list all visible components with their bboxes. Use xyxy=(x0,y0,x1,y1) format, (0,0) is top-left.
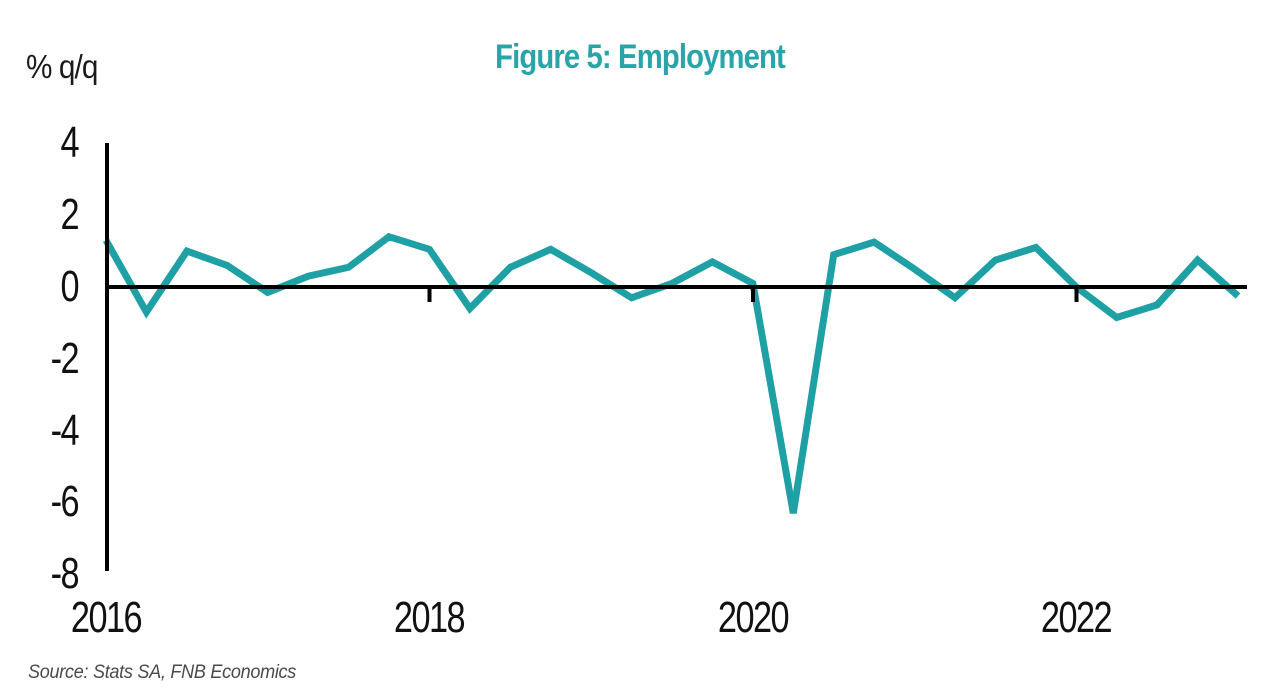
y-axis-unit-label: % q/q xyxy=(26,48,98,85)
y-tick-label: -4 xyxy=(50,405,80,455)
y-tick-label: 2 xyxy=(60,190,79,240)
source-note: Source: Stats SA, FNB Economics xyxy=(28,662,297,683)
y-tick-label: -8 xyxy=(50,549,80,599)
y-tick-label: 4 xyxy=(60,118,79,168)
employment-line-series xyxy=(102,232,1241,514)
x-tick-label: 2020 xyxy=(717,593,790,642)
y-tick-label: -6 xyxy=(50,477,80,527)
x-tick-label: 2018 xyxy=(394,593,466,642)
y-tick-label: 0 xyxy=(60,262,79,311)
axes xyxy=(105,143,1247,571)
chart-title: Figure 5: Employment xyxy=(495,38,786,76)
x-tick-label: 2022 xyxy=(1041,593,1113,642)
y-tick-label: -2 xyxy=(50,333,80,383)
x-tick-label: 2016 xyxy=(70,593,143,642)
